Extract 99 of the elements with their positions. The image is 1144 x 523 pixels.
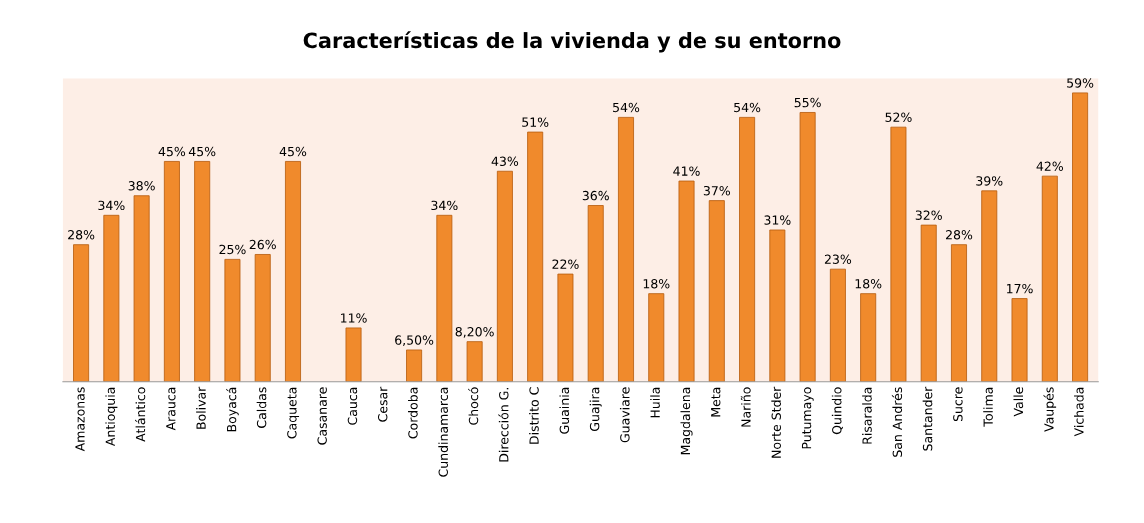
x-tick-label: Chocó — [468, 387, 479, 425]
bar — [527, 131, 544, 382]
data-label: 23% — [824, 254, 852, 264]
x-tick-label: Tolima — [983, 387, 993, 427]
x-tick-label: Santander — [922, 386, 933, 451]
x-tick-label: Distrito C — [529, 387, 539, 444]
data-label: 45% — [188, 146, 216, 157]
x-tick-label: Magdalena — [680, 387, 693, 455]
x-tick-label: Norte Stder — [771, 386, 781, 458]
x-tick-label: San Andrés — [891, 387, 903, 457]
data-label: 41% — [673, 166, 700, 176]
x-tick-label: Boyacá — [226, 387, 239, 432]
data-label: 31% — [764, 215, 791, 225]
x-tick-label: Cesar — [377, 386, 388, 422]
bar — [1011, 298, 1028, 382]
bar — [829, 268, 846, 382]
bar — [860, 293, 877, 382]
bar — [981, 190, 998, 382]
data-label: 54% — [734, 102, 761, 113]
data-label: 34% — [98, 200, 125, 211]
x-tick-label: Quindio — [831, 387, 843, 435]
x-tick-label: Guainia — [559, 387, 570, 434]
x-tick-label: Caldas — [256, 387, 267, 428]
x-tick-label: Risaralda — [862, 387, 872, 444]
data-label: 38% — [128, 181, 155, 191]
bar — [194, 161, 211, 382]
bar — [496, 170, 513, 382]
x-tick-label: Atlántico — [135, 387, 146, 442]
data-label: 32% — [915, 210, 942, 220]
bar — [920, 224, 937, 382]
x-tick-label: Cauca — [347, 387, 358, 425]
x-tick-label: Vaupés — [1043, 387, 1057, 432]
bar — [618, 116, 634, 382]
x-tick-label: Antioquia — [105, 387, 118, 447]
data-label: 39% — [976, 176, 1003, 186]
data-label: 45% — [158, 146, 186, 157]
x-tick-label: Bolivar — [196, 386, 206, 429]
bar — [769, 229, 786, 382]
bar — [345, 327, 362, 382]
bar — [799, 112, 816, 382]
data-label: 42% — [1036, 161, 1064, 171]
bar — [436, 214, 453, 382]
data-label: 52% — [885, 112, 912, 122]
data-label: 25% — [219, 244, 246, 255]
data-label: 8,20% — [455, 326, 494, 338]
bar — [587, 205, 604, 382]
x-tick-label: Meta — [711, 387, 721, 417]
data-label: 36% — [582, 190, 609, 201]
bar — [466, 341, 483, 382]
data-label: 43% — [491, 156, 519, 167]
x-tick-label: Dirección G. — [498, 388, 509, 462]
data-label: 54% — [613, 102, 640, 113]
bar — [103, 214, 120, 382]
data-label: 55% — [794, 97, 821, 108]
bar — [648, 293, 665, 382]
x-tick-label: Nariño — [740, 387, 751, 427]
data-label: 28% — [946, 230, 973, 240]
data-label: 59% — [1067, 78, 1094, 88]
x-tick-label: Arauca — [166, 387, 176, 431]
data-label: 51% — [522, 117, 549, 127]
bar — [163, 161, 180, 382]
bar — [951, 244, 967, 382]
bar — [678, 180, 695, 382]
x-tick-label: Caqueta — [287, 387, 300, 439]
data-label: 45% — [279, 146, 307, 157]
data-label: 17% — [1007, 283, 1033, 294]
x-tick-label: Huila — [650, 387, 660, 418]
bar — [890, 126, 907, 382]
data-label: 37% — [703, 185, 731, 196]
x-tick-label: Vichada — [1074, 387, 1084, 437]
x-tick-label: Amazonas — [75, 387, 85, 452]
bar — [406, 349, 423, 382]
bar — [133, 195, 150, 382]
data-label: 18% — [643, 279, 670, 289]
x-tick-label: Putumayo — [801, 387, 814, 449]
data-label: 6,50% — [395, 335, 434, 347]
bar — [1072, 92, 1089, 382]
bar — [285, 161, 301, 382]
bar — [739, 116, 756, 382]
x-tick-label: Cordoba — [408, 387, 418, 439]
bar — [708, 200, 725, 382]
data-label: 22% — [552, 259, 579, 269]
data-label: 26% — [249, 239, 276, 250]
bar — [1041, 175, 1058, 382]
data-label: 28% — [68, 230, 95, 240]
x-tick-label: Valle — [1013, 387, 1024, 417]
x-tick-label: Cundinamarca — [438, 387, 448, 477]
data-label: 18% — [855, 279, 882, 289]
bar — [73, 244, 90, 382]
bar — [224, 258, 241, 382]
x-tick-label: Casanare — [317, 387, 327, 445]
chart-title: Características de la vivienda y de su entorno — [303, 31, 841, 53]
bar — [557, 273, 574, 382]
x-tick-label: Guaviare — [619, 387, 630, 443]
x-tick-label: Sucre — [953, 387, 963, 422]
data-label: 34% — [431, 200, 458, 211]
bar — [254, 254, 271, 382]
data-label: 11% — [341, 313, 367, 323]
x-tick-label: Guajira — [589, 387, 602, 431]
